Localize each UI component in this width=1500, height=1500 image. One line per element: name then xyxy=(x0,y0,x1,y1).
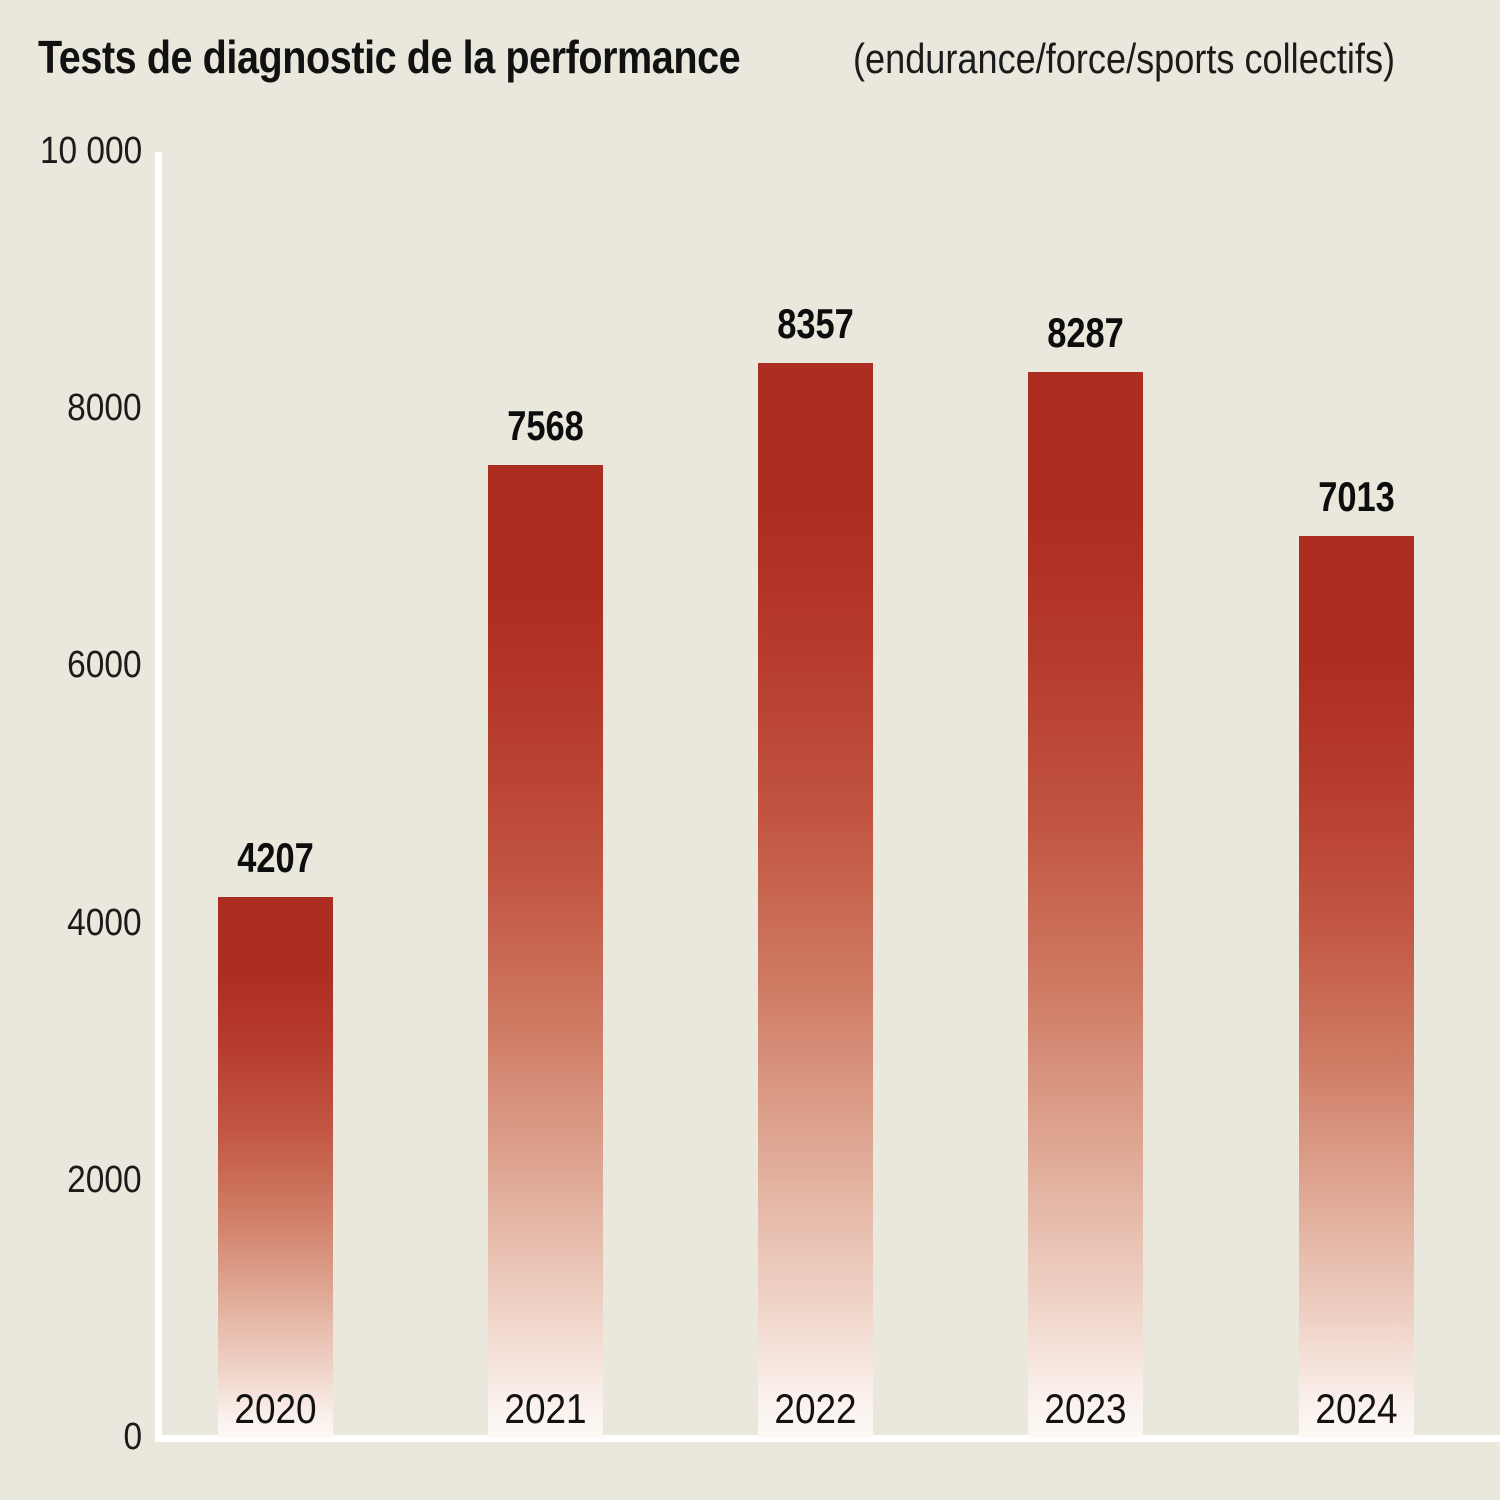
x-axis-line xyxy=(155,1435,1500,1442)
y-axis-tick-label: 6000 xyxy=(67,644,142,687)
bar-group: 7013 2024 xyxy=(1299,476,1414,1438)
bar-group: 8357 2022 xyxy=(758,303,873,1438)
bar-value-label: 7013 xyxy=(1318,473,1395,521)
bar[interactable] xyxy=(758,363,873,1438)
bar-value-label: 4207 xyxy=(237,833,314,881)
bar-group: 7568 2021 xyxy=(488,404,603,1438)
y-axis-tick-label: 0 xyxy=(123,1416,142,1458)
bar-value-label: 7568 xyxy=(507,401,584,449)
y-axis-tick-label: 10 000 xyxy=(39,130,142,172)
bar[interactable] xyxy=(1299,536,1414,1438)
bar-value-label: 8357 xyxy=(777,300,854,348)
page-title: Tests de diagnostic de la performance xyxy=(38,31,741,83)
bar-group: 8287 2023 xyxy=(1028,312,1143,1438)
bar-value-label: 8287 xyxy=(1047,309,1124,357)
bar[interactable] xyxy=(218,896,333,1438)
bar[interactable] xyxy=(488,464,603,1438)
bar-group: 4207 2020 xyxy=(218,836,333,1438)
bar[interactable] xyxy=(1028,372,1143,1438)
y-axis-tick-label: 8000 xyxy=(67,387,142,430)
y-axis-tick-label: 2000 xyxy=(67,1158,142,1201)
chart-title-block: Tests de diagnostic de la performance (en… xyxy=(38,30,1483,84)
y-axis-line xyxy=(155,152,162,1442)
y-axis-tick-label: 4000 xyxy=(67,901,142,944)
chart-subtitle: (endurance/force/sports collectifs) xyxy=(852,35,1395,82)
